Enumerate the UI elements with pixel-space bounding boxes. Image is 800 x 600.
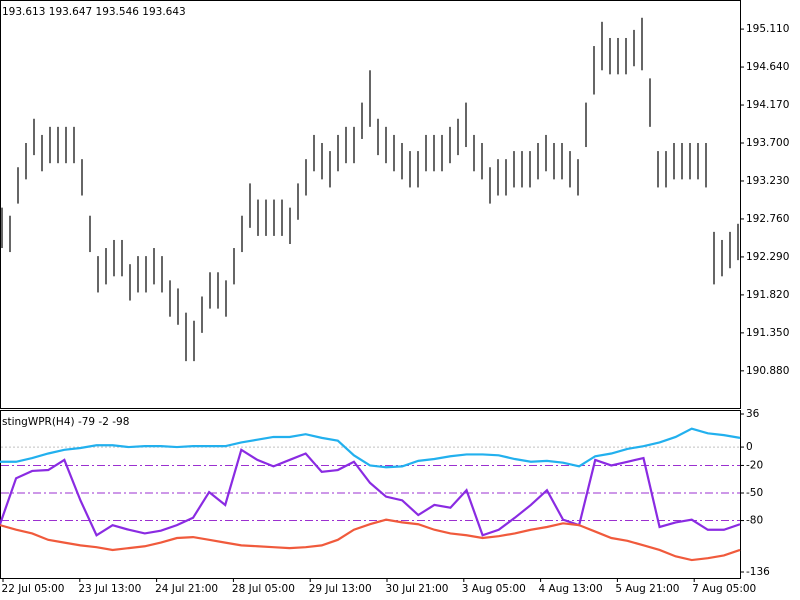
y-tick-label: 36	[746, 408, 760, 420]
indicator-frame	[0, 410, 741, 579]
x-tick-label: 24 Jul 21:00	[155, 583, 218, 595]
y-tick-label: 193.700	[746, 137, 789, 149]
x-tick-label: 5 Aug 21:00	[615, 583, 679, 595]
x-tick-label: 30 Jul 21:00	[386, 583, 449, 595]
y-tick-label: -136	[746, 566, 770, 578]
indicator-line	[0, 448, 741, 537]
y-tick-label: 192.290	[746, 251, 789, 263]
x-tick-label: 7 Aug 05:00	[692, 583, 756, 595]
indicator-line	[0, 427, 741, 469]
y-tick-label: 191.350	[746, 327, 789, 339]
y-tick-label: -80	[746, 515, 763, 527]
y-tick-label: 191.820	[746, 289, 789, 301]
y-tick-label: 193.230	[746, 175, 789, 187]
y-tick-label: 190.880	[746, 365, 789, 377]
y-tick-label: 194.170	[746, 99, 789, 111]
x-tick-label: 23 Jul 13:00	[78, 583, 141, 595]
price-frame	[0, 0, 741, 409]
y-tick-label: 195.110	[746, 23, 789, 35]
x-tick-label: 29 Jul 13:00	[309, 583, 372, 595]
x-tick-label: 4 Aug 13:00	[539, 583, 603, 595]
x-tick-label: 3 Aug 05:00	[462, 583, 526, 595]
x-tick-label: 22 Jul 05:00	[2, 583, 65, 595]
y-tick-label: -50	[746, 487, 763, 499]
y-tick-label: 192.760	[746, 213, 789, 225]
y-tick-label: 0	[746, 441, 753, 453]
x-tick-label: 28 Jul 05:00	[232, 583, 295, 595]
y-tick-label: -20	[746, 459, 763, 471]
indicator-line	[0, 518, 741, 562]
y-tick-label: 194.640	[746, 61, 789, 73]
ohlc-header: 193.613 193.647 193.546 193.643	[2, 6, 186, 18]
indicator-title: stingWPR(H4) -79 -2 -98	[2, 416, 129, 428]
